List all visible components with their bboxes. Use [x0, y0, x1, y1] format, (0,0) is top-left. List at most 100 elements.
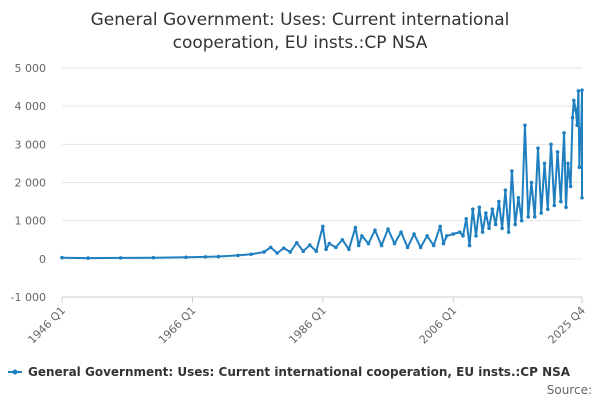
data-point[interactable] — [334, 245, 338, 250]
data-point[interactable] — [572, 98, 576, 103]
data-point[interactable] — [418, 245, 423, 250]
data-point[interactable] — [405, 245, 410, 250]
data-point[interactable] — [425, 234, 429, 238]
data-point[interactable] — [441, 241, 446, 246]
data-point[interactable] — [532, 215, 537, 219]
data-point[interactable] — [579, 138, 583, 143]
data-point[interactable] — [275, 251, 279, 255]
data-point[interactable] — [467, 243, 472, 248]
data-point[interactable] — [268, 245, 273, 250]
data-point[interactable] — [477, 205, 482, 210]
data-point[interactable] — [353, 225, 358, 230]
data-point[interactable] — [487, 226, 491, 231]
data-point[interactable] — [566, 161, 570, 166]
data-point[interactable] — [431, 243, 436, 248]
data-point[interactable] — [484, 211, 488, 215]
data-point[interactable] — [523, 123, 527, 128]
data-point[interactable] — [510, 169, 514, 173]
data-point[interactable] — [461, 234, 465, 238]
data-point[interactable] — [578, 127, 583, 131]
data-point[interactable] — [570, 115, 575, 120]
data-point[interactable] — [513, 222, 517, 227]
data-point[interactable] — [529, 180, 534, 185]
data-point[interactable] — [490, 207, 495, 212]
data-point[interactable] — [552, 203, 557, 208]
data-point[interactable] — [493, 222, 498, 227]
chart-title-line-1: General Government: Uses: Current intern… — [91, 10, 510, 30]
data-point[interactable] — [526, 215, 531, 219]
data-point[interactable] — [366, 241, 371, 246]
data-point[interactable] — [340, 237, 345, 242]
data-point[interactable] — [542, 161, 547, 166]
data-point[interactable] — [470, 207, 475, 212]
data-point[interactable] — [392, 241, 397, 246]
data-point[interactable] — [118, 256, 123, 260]
data-point[interactable] — [568, 184, 573, 189]
data-point[interactable] — [399, 230, 403, 234]
data-point[interactable] — [539, 211, 544, 215]
data-point[interactable] — [356, 243, 361, 248]
data-point[interactable] — [497, 199, 501, 204]
data-point[interactable] — [314, 249, 319, 253]
data-point[interactable] — [262, 250, 266, 254]
data-point[interactable] — [301, 249, 306, 253]
data-point[interactable] — [576, 89, 581, 93]
data-point[interactable] — [151, 255, 156, 260]
data-point[interactable] — [577, 165, 582, 170]
data-point[interactable] — [386, 227, 390, 231]
data-point[interactable] — [347, 247, 351, 252]
data-point[interactable] — [564, 205, 568, 210]
data-point[interactable] — [516, 195, 521, 200]
data-point[interactable] — [536, 146, 540, 150]
data-point[interactable] — [307, 243, 312, 247]
data-point[interactable] — [562, 131, 566, 135]
data-point[interactable] — [236, 253, 240, 258]
data-point[interactable] — [412, 232, 416, 236]
data-point[interactable] — [555, 150, 560, 154]
series-line-group — [60, 88, 584, 260]
data-point[interactable] — [216, 254, 221, 259]
data-point[interactable] — [86, 256, 90, 260]
data-point[interactable] — [60, 255, 64, 260]
series-line[interactable] — [61, 89, 583, 260]
data-point[interactable] — [184, 255, 188, 260]
y-tick-label: 1 000 — [15, 215, 47, 228]
data-point[interactable] — [500, 226, 504, 231]
data-point[interactable] — [203, 255, 208, 259]
legend-label[interactable]: General Government: Uses: Current intern… — [28, 365, 571, 379]
data-point[interactable] — [451, 232, 456, 236]
data-point[interactable] — [545, 207, 550, 212]
data-point[interactable] — [580, 88, 584, 92]
data-point[interactable] — [249, 252, 253, 257]
data-point[interactable] — [281, 246, 286, 250]
data-point[interactable] — [559, 199, 563, 204]
data-point[interactable] — [575, 123, 579, 128]
data-point[interactable] — [288, 250, 293, 254]
data-point[interactable] — [327, 241, 332, 246]
data-point[interactable] — [457, 230, 462, 234]
data-point[interactable] — [438, 224, 442, 229]
data-point[interactable] — [444, 234, 449, 238]
data-point[interactable] — [373, 228, 377, 233]
data-point[interactable] — [474, 234, 478, 238]
y-tick-label: -1 000 — [11, 291, 46, 304]
data-point[interactable] — [360, 234, 364, 238]
data-point[interactable] — [379, 243, 384, 248]
data-point[interactable] — [480, 230, 485, 234]
data-point[interactable] — [549, 142, 553, 147]
chart-title-line-2: cooperation, EU insts.:CP NSA — [173, 33, 428, 53]
data-point[interactable] — [464, 216, 469, 221]
y-tick-label: 4 000 — [15, 100, 47, 113]
data-point[interactable] — [574, 108, 578, 112]
data-point[interactable] — [506, 230, 511, 234]
data-point[interactable] — [519, 218, 524, 223]
data-point[interactable] — [321, 224, 325, 229]
data-point[interactable] — [294, 241, 299, 245]
legend[interactable]: General Government: Uses: Current intern… — [8, 365, 571, 379]
data-point[interactable] — [503, 188, 508, 192]
y-tick-label: 2 000 — [15, 177, 47, 190]
data-point[interactable] — [324, 247, 328, 252]
data-point[interactable] — [580, 195, 584, 200]
